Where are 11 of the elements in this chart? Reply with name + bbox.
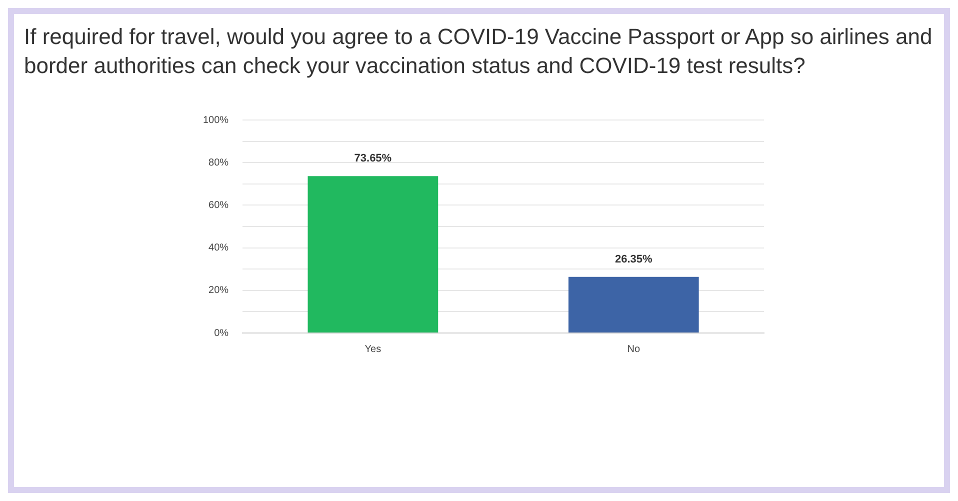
y-tick-label: 80% [208, 157, 229, 168]
y-tick-label: 60% [208, 200, 229, 211]
y-tick-label: 40% [208, 242, 229, 254]
data-label: 73.65% [354, 152, 392, 165]
y-tick-label: 20% [208, 285, 229, 296]
y-tick-label: 0% [214, 328, 229, 339]
x-tick-label: Yes [364, 344, 382, 355]
chart-title: If required for travel, would you agree to a COVID-19 Vaccine Passport or App so airlines and border authorities can check your vaccination status and COVID-19 test results? [23, 23, 934, 80]
y-tick-label: 100% [203, 114, 229, 126]
x-tick-label: No [627, 344, 640, 355]
data-label: 26.35% [614, 253, 653, 266]
